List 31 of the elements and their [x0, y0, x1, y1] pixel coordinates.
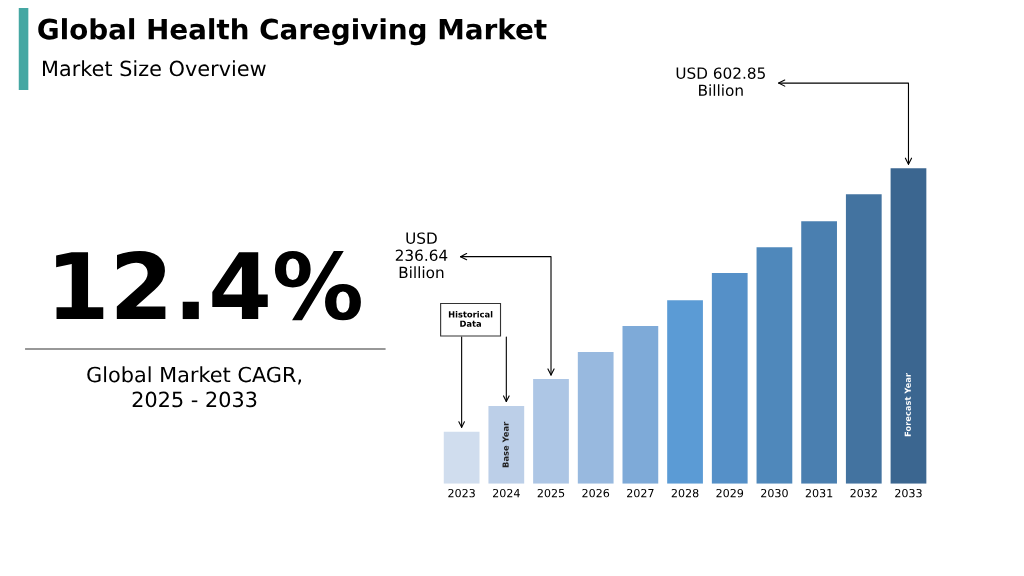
bar: [488, 405, 525, 484]
annotation: Historical Data: [448, 311, 493, 327]
text: Market Size Overview: [43, 60, 266, 77]
bar: [801, 221, 837, 484]
bar: [845, 194, 882, 484]
x-tick-label: 2028: [671, 488, 699, 498]
bar: [443, 431, 480, 484]
x-tick-label: 2023: [448, 488, 475, 498]
annotation: Forecast Year: [904, 373, 911, 437]
annotation: USD 236.64 Billion: [395, 232, 448, 279]
x-tick-label: 2024: [493, 488, 520, 498]
annotation: USD 602.85 Billion: [676, 67, 765, 97]
chart-title: Global Health Caregiving Market: [38, 18, 547, 46]
x-tick-label: 2030: [761, 488, 788, 498]
x-tick-label: 2029: [716, 488, 744, 498]
text: Global Market CAGR, 2025 - 2033: [87, 366, 302, 408]
x-tick-label: 2032: [850, 488, 877, 498]
annotation: Base Year: [502, 421, 509, 468]
x-tick-label: 2031: [805, 488, 833, 498]
x-tick-label: 2033: [895, 488, 922, 498]
x-tick-label: 2025: [537, 488, 565, 498]
bar: [756, 247, 793, 484]
text: 12.4%: [56, 251, 361, 321]
x-tick-label: 2027: [627, 488, 654, 498]
bar: [667, 300, 703, 484]
bar: [533, 379, 569, 484]
bar: [622, 326, 659, 484]
x-tick-label: 2026: [582, 488, 610, 498]
bar: [577, 351, 614, 484]
bar: [890, 168, 927, 484]
bar: [711, 273, 748, 484]
